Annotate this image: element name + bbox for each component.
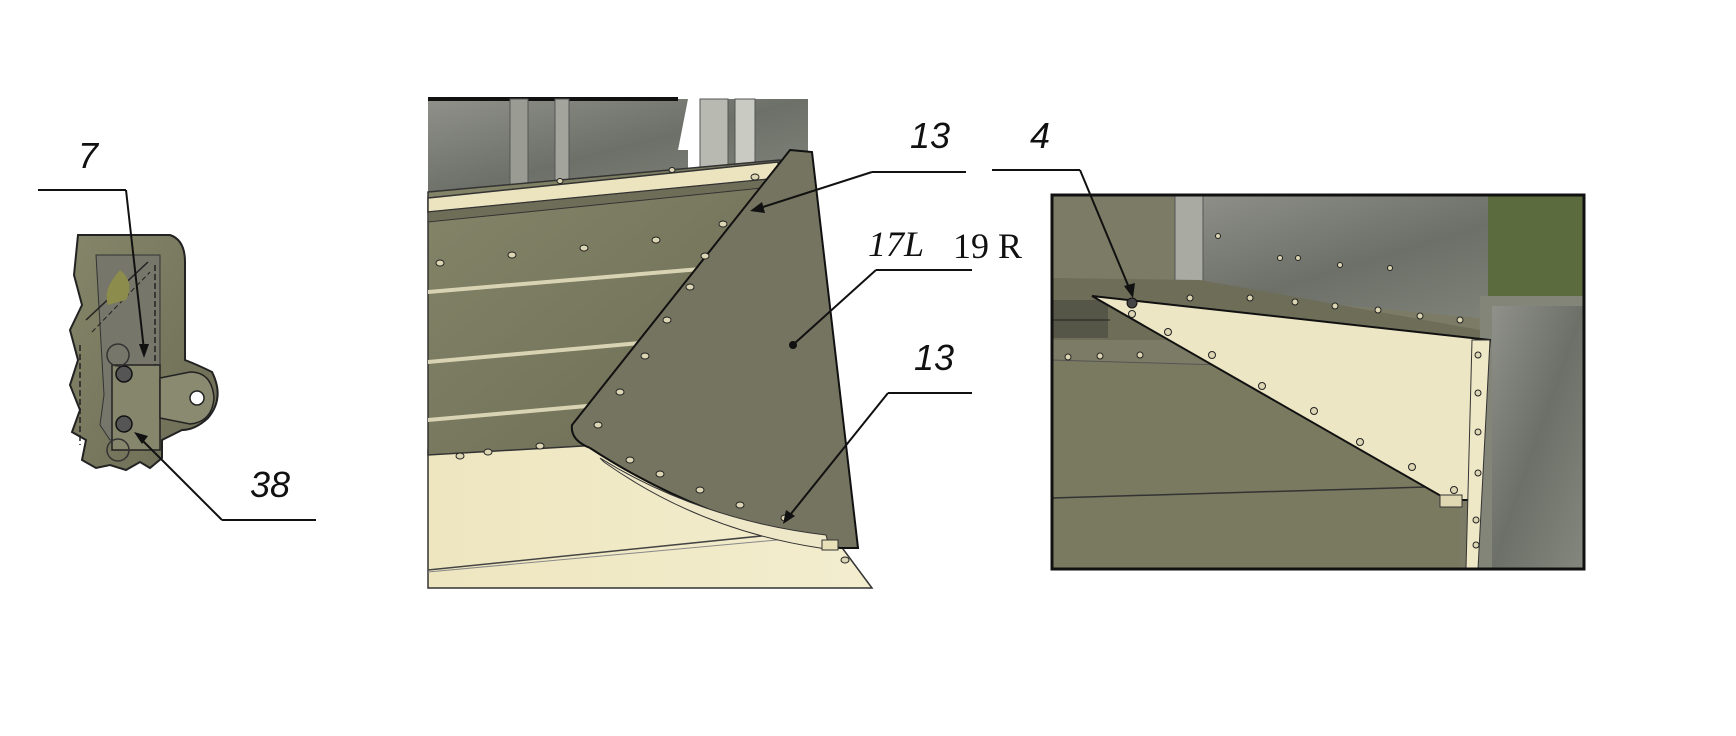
callout-13-bottom: 13 <box>914 337 954 378</box>
callout-38: 38 <box>250 464 290 505</box>
center-rivets <box>435 167 850 564</box>
lug <box>159 371 215 425</box>
bolt <box>115 365 133 383</box>
callout-19R: 19 R <box>953 226 1022 266</box>
right-view: 4 <box>992 115 1586 571</box>
callout-4: 4 <box>1030 115 1050 156</box>
hinge-plate <box>111 364 161 451</box>
callout-7: 7 <box>78 135 100 176</box>
callout-13-top: 13 <box>910 115 950 156</box>
right-rivets <box>1064 233 1482 549</box>
callout-17L: 17L <box>868 224 924 264</box>
left-detail-view: 7 38 <box>38 135 316 521</box>
bolt <box>115 415 133 433</box>
center-view: 13 17L 19 R 13 <box>427 97 1022 589</box>
